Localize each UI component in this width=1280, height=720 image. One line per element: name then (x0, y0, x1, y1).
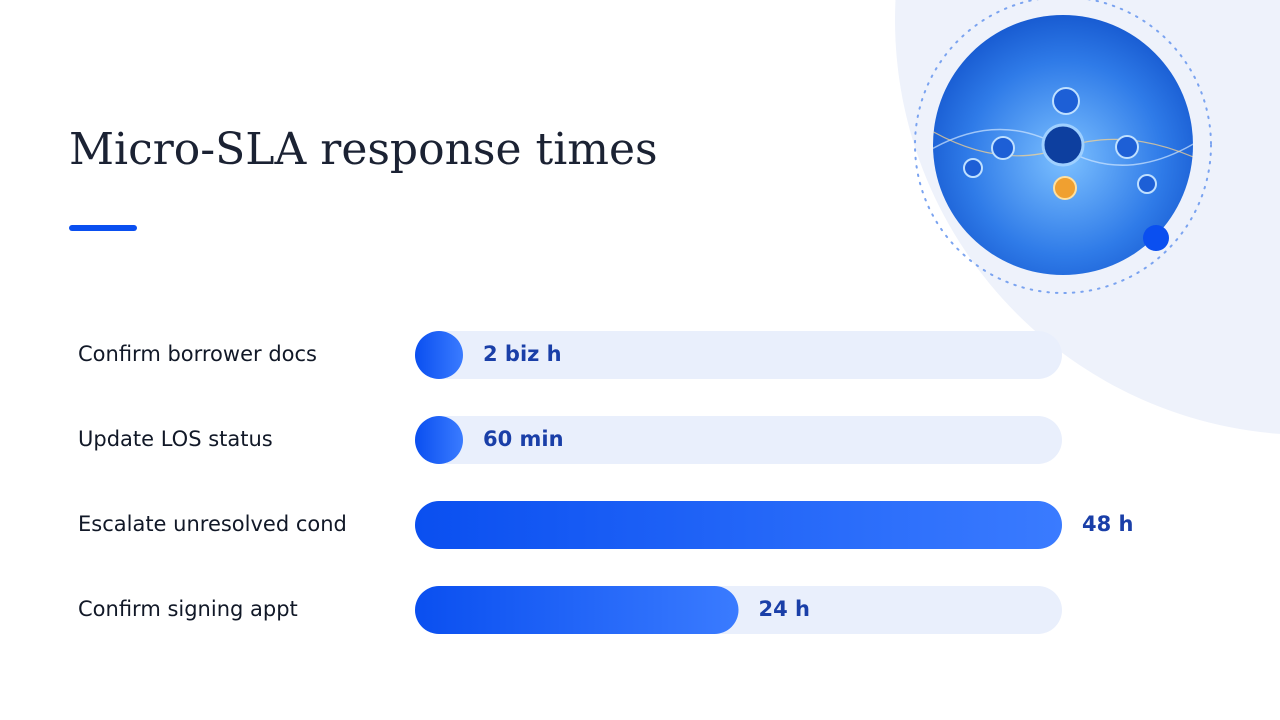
value-label: 48 h (1082, 512, 1134, 536)
bar (415, 416, 463, 464)
bar (415, 501, 1062, 549)
title-underline (69, 225, 137, 231)
dotted-ring (914, 0, 1212, 294)
bar-rows: Confirm borrower docs 2 biz h Update LOS s… (78, 331, 1134, 634)
value-label: 2 biz h (483, 342, 562, 366)
category-label: Confirm signing appt (78, 597, 298, 621)
bar (415, 586, 739, 634)
accent-dot (1143, 225, 1169, 251)
bar-track (415, 416, 1062, 464)
category-label: Update LOS status (78, 427, 273, 451)
category-label: Confirm borrower docs (78, 342, 317, 366)
value-label: 24 h (759, 597, 811, 621)
chart-title: Micro-SLA response times (69, 124, 658, 175)
category-label: Escalate unresolved cond (78, 512, 347, 536)
bar (415, 331, 463, 379)
bar-track (415, 331, 1062, 379)
value-label: 60 min (483, 427, 564, 451)
